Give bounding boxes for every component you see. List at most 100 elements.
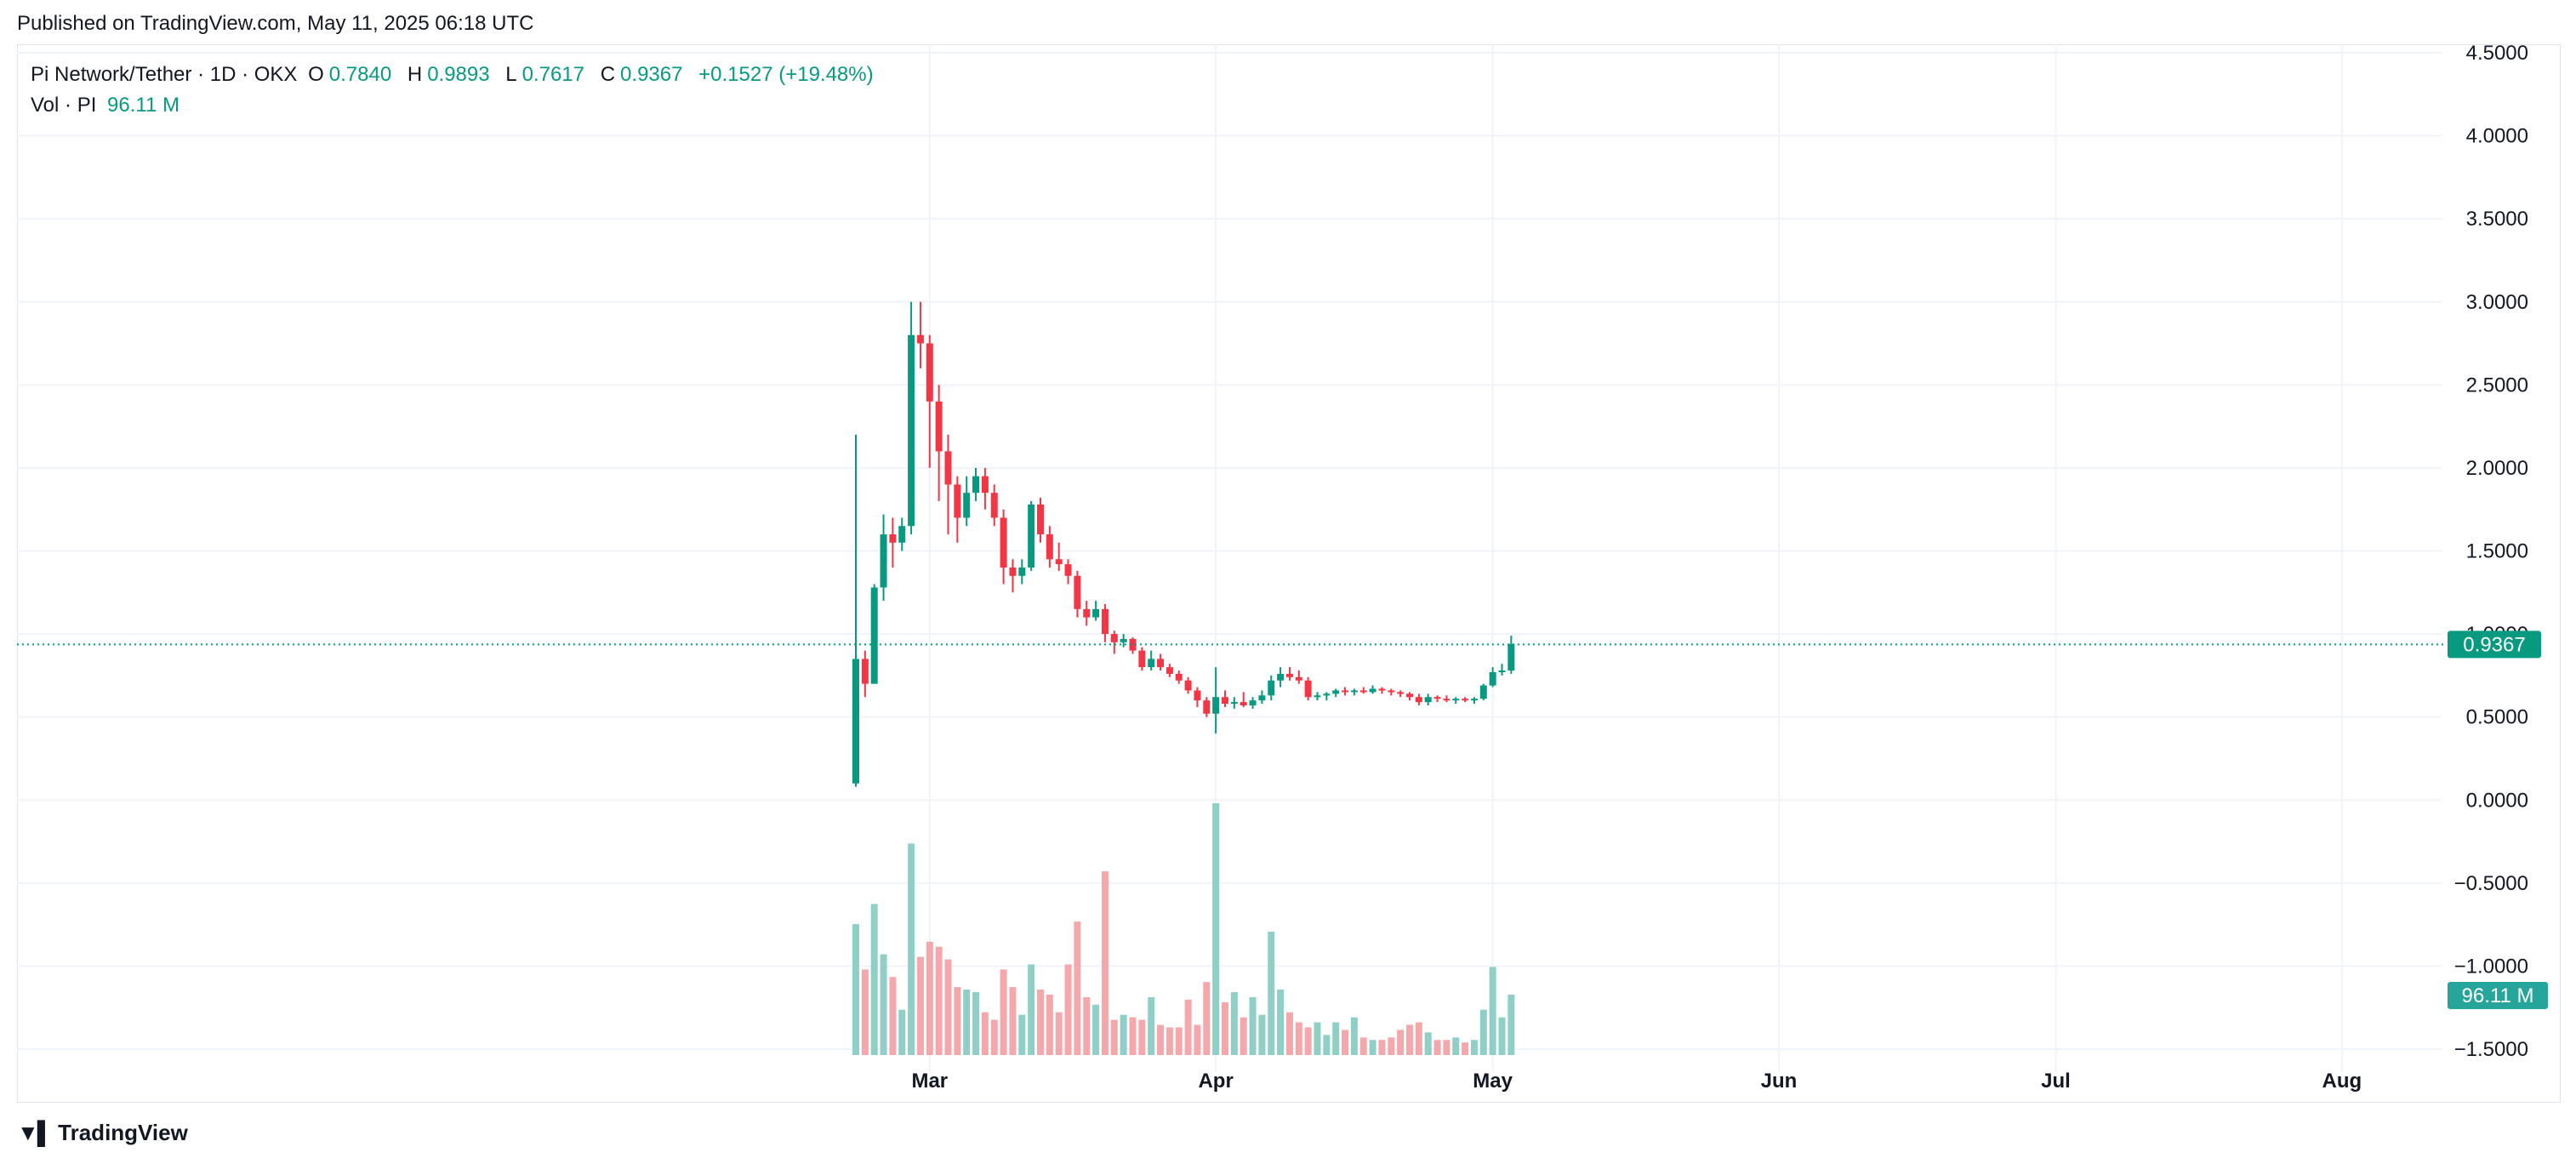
candle-body — [1314, 695, 1321, 698]
candle — [861, 650, 869, 698]
candle — [1148, 650, 1155, 671]
candle-body — [972, 476, 980, 494]
tradingview-logo[interactable]: ▼▌ TradingView — [17, 1120, 188, 1146]
volume-bar — [954, 987, 961, 1055]
candle — [1083, 601, 1091, 626]
candle — [944, 434, 952, 534]
x-tick-label: Aug — [2322, 1070, 2362, 1093]
volume-bar — [935, 946, 943, 1055]
low-value: 0.7617 — [521, 63, 585, 86]
candle — [1000, 509, 1007, 585]
candle — [1249, 697, 1257, 709]
candle — [1415, 693, 1422, 706]
candle-body — [1092, 608, 1100, 618]
candle-body — [1285, 673, 1293, 677]
candle — [1092, 601, 1100, 621]
candle-body — [1138, 650, 1146, 668]
volume-bar — [1304, 1027, 1312, 1055]
volume-bar — [1470, 1040, 1478, 1055]
y-tick-label: 0.0000 — [2466, 789, 2528, 812]
candle — [1452, 697, 1460, 705]
candle-body — [1295, 676, 1302, 681]
volume-bar — [870, 904, 878, 1055]
candle — [1203, 697, 1211, 717]
y-tick-label: −0.5000 — [2454, 872, 2528, 895]
candle-body — [944, 451, 952, 485]
candle-body — [1240, 702, 1247, 706]
candle — [1055, 542, 1063, 571]
volume-bar — [1498, 1017, 1506, 1055]
candlesticks — [852, 301, 1515, 787]
volume-bar — [1110, 1019, 1118, 1055]
x-tick-label: Jul — [2041, 1070, 2071, 1093]
volume-bar — [1350, 1017, 1358, 1055]
candle — [1507, 636, 1515, 674]
candle-body — [1009, 568, 1017, 576]
candle-body — [1359, 690, 1367, 693]
candle — [963, 476, 971, 527]
candle — [1110, 630, 1118, 654]
candle — [1018, 559, 1026, 585]
volume-bar — [990, 1019, 998, 1055]
chart-frame[interactable] — [17, 44, 2561, 1103]
volume-bar — [1415, 1022, 1422, 1055]
x-tick-label: Mar — [911, 1070, 948, 1093]
volume-bar — [1165, 1027, 1173, 1055]
candle — [1304, 676, 1312, 701]
candle-body — [1203, 700, 1211, 714]
volume-bars — [852, 803, 1515, 1055]
candle — [1037, 498, 1044, 543]
candle-body — [1433, 697, 1441, 699]
candle-body — [1462, 699, 1469, 701]
volume-bar — [1397, 1030, 1405, 1055]
candle — [1406, 692, 1413, 701]
low-label: L — [505, 63, 517, 86]
candle-body — [1479, 685, 1487, 699]
candle — [935, 385, 943, 501]
candle-body — [1388, 690, 1395, 693]
symbol-name[interactable]: Pi Network/Tether · 1D · OKX — [31, 63, 298, 86]
ohlc-legend-row: Pi Network/Tether · 1D · OKX O 0.7840 H 0.… — [31, 60, 879, 90]
volume-value: 96.11 M — [107, 94, 180, 117]
last-price-badge — [2448, 630, 2541, 659]
last-price-markers: 0.9367 96.11 M — [17, 630, 2548, 1009]
candle — [1129, 636, 1137, 654]
volume-bar — [1277, 990, 1285, 1055]
volume-bar — [1175, 1027, 1183, 1055]
volume-bar — [1230, 992, 1238, 1055]
volume-bar — [972, 992, 980, 1055]
volume-bar — [1046, 994, 1053, 1055]
candle-body — [1083, 608, 1091, 618]
candle — [1433, 695, 1441, 703]
volume-bar — [1148, 996, 1155, 1055]
candle-body — [1470, 699, 1478, 701]
candle — [1295, 670, 1302, 684]
candle — [1424, 693, 1432, 706]
candle — [1165, 664, 1173, 677]
volume-bar — [1489, 967, 1496, 1055]
volume-label[interactable]: Vol · PI — [31, 94, 97, 117]
candle-body — [981, 476, 989, 494]
candle-body — [1230, 702, 1238, 705]
candle — [1350, 688, 1358, 696]
volume-bar — [1462, 1042, 1469, 1055]
volume-bar — [1332, 1022, 1340, 1055]
time-axis: Mar Apr May Jun Jul Aug — [911, 1070, 2362, 1093]
candle-body — [1323, 693, 1331, 696]
x-tick-label: Jun — [1761, 1070, 1798, 1093]
candle-body — [954, 484, 961, 518]
candle-body — [1194, 690, 1201, 701]
y-tick-label: 0.5000 — [2466, 706, 2528, 729]
candle-body — [1129, 638, 1137, 651]
candle-body — [1507, 643, 1515, 671]
candle-body — [1443, 699, 1450, 701]
y-tick-label: 1.5000 — [2466, 540, 2528, 563]
volume-bar — [880, 954, 887, 1055]
volume-bar — [1369, 1040, 1376, 1055]
candle — [1230, 697, 1238, 709]
volume-bar — [1443, 1040, 1450, 1055]
volume-bar — [1378, 1040, 1386, 1055]
candle-body — [990, 493, 998, 518]
volume-legend-row: Vol · PI 96.11 M — [31, 90, 879, 121]
